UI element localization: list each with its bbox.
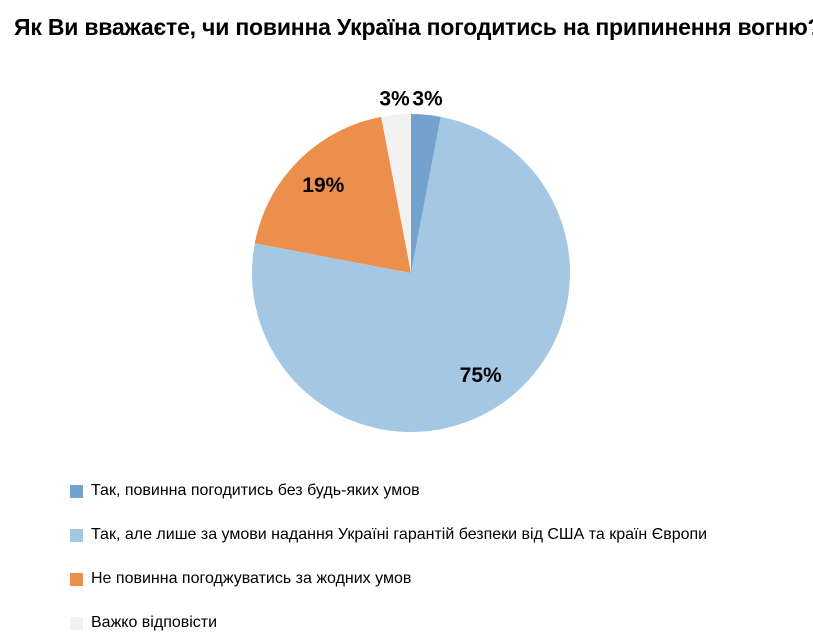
- legend-color-swatch: [70, 484, 83, 498]
- pie-value-label: 75%: [460, 364, 502, 387]
- pie-value-label: 3%: [379, 87, 410, 110]
- pie-slice: [381, 114, 411, 273]
- legend-label: Важко відповісти: [91, 614, 218, 631]
- pie-slice: [252, 116, 571, 433]
- legend-label: Так, але лише за умови надання Україні г…: [91, 526, 708, 543]
- legend-item: Важко відповісти: [70, 601, 810, 642]
- pie-value-label: 3%: [412, 87, 443, 110]
- legend-color-swatch: [70, 616, 83, 630]
- legend-item: Не повинна погоджуватись за жодних умов: [70, 557, 810, 601]
- chart-legend: Так, повинна погодитись без будь-яких ум…: [70, 469, 810, 642]
- pie-value-label: 19%: [302, 174, 344, 197]
- chart-title: Як Ви вважаєте, чи повинна Україна погод…: [14, 14, 813, 40]
- pie-slice: [254, 116, 411, 273]
- legend-item: Так, але лише за умови надання Україні г…: [70, 513, 810, 557]
- pie-chart: 3% 75% 19% 3%: [252, 87, 571, 433]
- legend-label: Не повинна погоджуватись за жодних умов: [91, 570, 412, 587]
- legend-label: Так, повинна погодитись без будь-яких ум…: [91, 482, 420, 499]
- legend-item: Так, повинна погодитись без будь-яких ум…: [70, 469, 810, 513]
- legend-color-swatch: [70, 572, 83, 586]
- legend-color-swatch: [70, 528, 83, 542]
- pie-slice: [411, 114, 441, 273]
